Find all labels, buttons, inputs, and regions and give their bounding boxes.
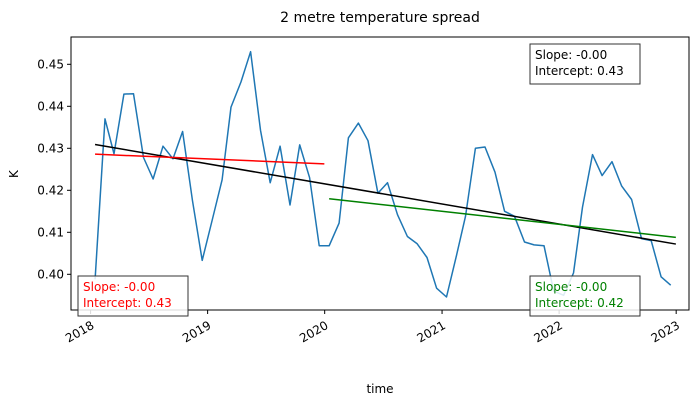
annotation-text-2-0: Slope: -0.00 — [535, 280, 607, 294]
series-line-0 — [94, 50, 672, 298]
trend-line-2 — [329, 197, 676, 239]
x-tick-label-2: 2020 — [297, 318, 330, 345]
annotation-text-1-1: Intercept: 0.43 — [83, 296, 172, 310]
annotation-box-bottom-right: Slope: -0.00 Intercept: 0.42 — [529, 275, 641, 317]
y-tick-label-0: 0.40 — [37, 267, 64, 281]
x-tick-label-1: 2019 — [180, 318, 213, 345]
y-tick-label-3: 0.43 — [37, 141, 64, 155]
annotation-text-2-1: Intercept: 0.42 — [535, 296, 624, 310]
x-axis-label: time — [366, 382, 393, 396]
annotation-text-1-0: Slope: -0.00 — [83, 280, 155, 294]
y-tick-label-2: 0.42 — [37, 183, 64, 197]
plot-frame — [70, 36, 690, 311]
y-tick-label-5: 0.45 — [37, 57, 64, 71]
y-tick-label-1: 0.41 — [37, 225, 64, 239]
annotation-frame-0 — [529, 43, 641, 85]
chart-title: 2 metre temperature spread — [280, 10, 480, 26]
trend-line-0 — [94, 143, 676, 245]
y-tick-label-4: 0.44 — [37, 99, 64, 113]
x-tick-label-3: 2021 — [415, 318, 448, 345]
x-tick-label-5: 2023 — [649, 318, 682, 345]
annotation-text-0-0: Slope: -0.00 — [535, 48, 607, 62]
x-tick-label-0: 2018 — [63, 318, 96, 345]
annotation-box-bottom-left: Slope: -0.00 Intercept: 0.43 — [77, 275, 189, 317]
plot-area — [94, 50, 676, 298]
y-axis-label: K — [7, 169, 21, 178]
x-tick-label-4: 2022 — [532, 318, 565, 345]
annotation-box-top-right: Slope: -0.00 Intercept: 0.43 — [529, 43, 641, 85]
annotations: Slope: -0.00 Intercept: 0.43 Slope: -0.00 I… — [77, 43, 641, 317]
trend-line-1 — [95, 153, 325, 165]
annotation-text-0-1: Intercept: 0.43 — [535, 64, 624, 78]
annotation-frame-1 — [77, 275, 189, 317]
annotation-frame-2 — [529, 275, 641, 317]
